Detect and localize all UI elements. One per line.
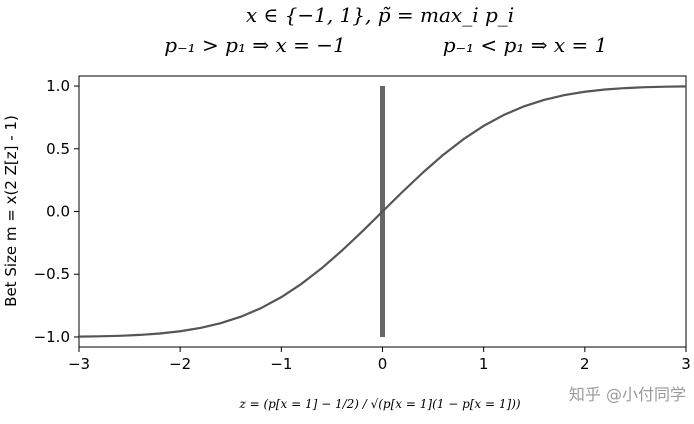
bet-size-curve <box>78 85 687 338</box>
header-line-1: x ∈ {−1, 1}, p̃ = max_i p_i <box>246 3 514 27</box>
y-axis-label: Bet Size m = x(2 Z[z] - 1) <box>2 115 20 307</box>
watermark-text: 知乎 @小付同学 <box>569 385 686 404</box>
y-tick-label: −1.0 <box>34 328 70 346</box>
y-tick-label: 0.5 <box>46 140 70 158</box>
y-tick-label: 1.0 <box>46 77 70 95</box>
x-tick-label: −2 <box>169 355 191 373</box>
x-tick-label: −3 <box>68 355 90 373</box>
x-tick-label: 0 <box>378 355 388 373</box>
chart-marks <box>78 85 687 338</box>
x-tick-label: 1 <box>479 355 489 373</box>
x-tick-label: 3 <box>681 355 691 373</box>
y-tick-label: −0.5 <box>34 265 70 283</box>
header-line-2-right: p₋₁ < p₁ ⇒ x = 1 <box>443 33 608 57</box>
x-axis-label: z = (p[x = 1] − 1/2) / √(p[x = 1](1 − p[… <box>238 397 520 411</box>
y-tick-label: 0.0 <box>46 203 70 221</box>
x-tick-label: 2 <box>580 355 590 373</box>
axis-ticks: −3 −2 −1 0 1 2 3 −1.0 −0.5 0.0 0.5 1.0 <box>34 77 691 373</box>
header-line-2-left: p₋₁ > p₁ ⇒ x = −1 <box>164 33 345 57</box>
x-tick-label: −1 <box>270 355 292 373</box>
